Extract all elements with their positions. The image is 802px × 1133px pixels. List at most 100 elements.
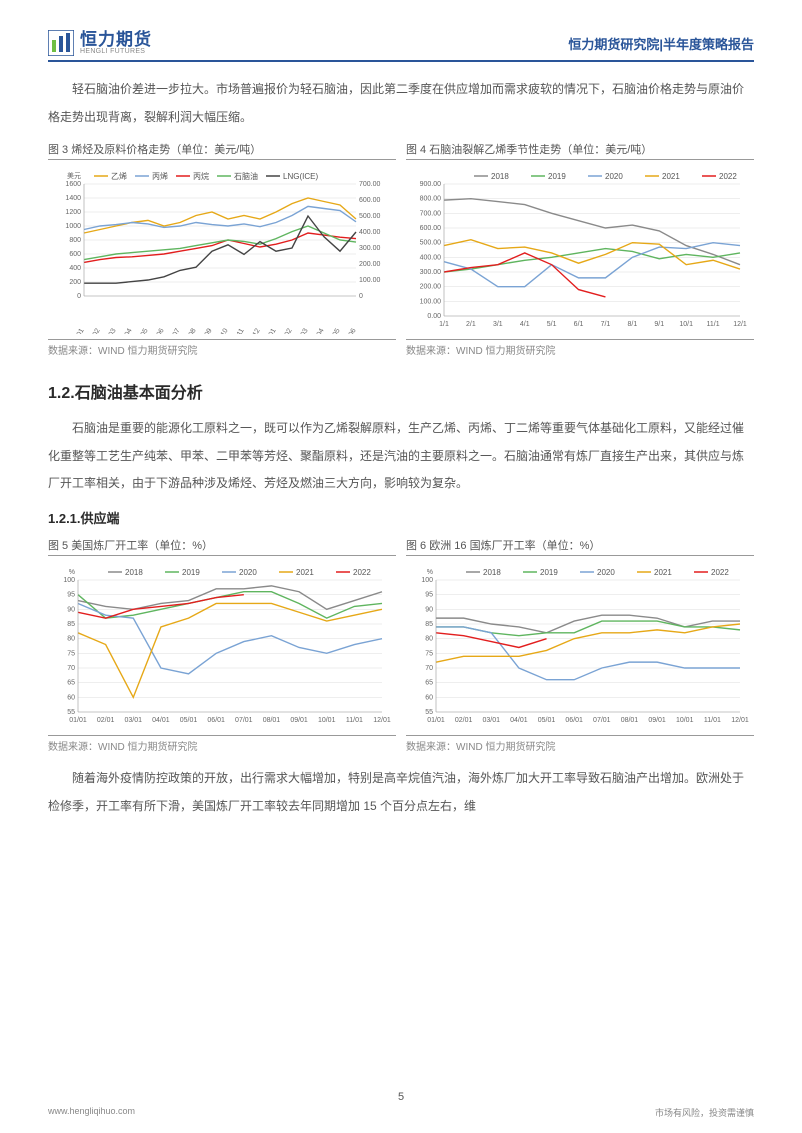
svg-text:55: 55 (67, 709, 75, 716)
svg-text:85: 85 (425, 621, 433, 628)
svg-text:300.00: 300.00 (359, 245, 381, 252)
svg-text:75: 75 (67, 650, 75, 657)
svg-text:700.00: 700.00 (359, 181, 381, 188)
svg-text:75: 75 (425, 650, 433, 657)
svg-text:4/1: 4/1 (520, 321, 530, 328)
svg-text:3/1: 3/1 (493, 321, 503, 328)
fig3-source: 数据来源：WIND 恒力期货研究院 (48, 339, 396, 357)
svg-text:02/01: 02/01 (455, 717, 473, 724)
svg-text:6/1: 6/1 (574, 321, 584, 328)
svg-text:2022: 2022 (353, 568, 371, 577)
fig5-source: 数据来源：WIND 恒力期货研究院 (48, 735, 396, 753)
svg-text:800: 800 (69, 237, 81, 244)
para-1-2-1: 随着海外疫情防控政策的开放，出行需求大幅增加，特别是高辛烷值汽油，海外炼厂加大开… (48, 765, 754, 820)
svg-text:美元: 美元 (67, 171, 81, 180)
svg-text:200.00: 200.00 (359, 261, 381, 268)
svg-text:8/1: 8/1 (627, 321, 637, 328)
svg-text:2018: 2018 (483, 568, 501, 577)
svg-text:2020: 2020 (605, 172, 623, 181)
svg-text:11/01: 11/01 (346, 717, 363, 724)
svg-text:70: 70 (425, 665, 433, 672)
section-1-2-heading: 1.2.石脑油基本面分析 (48, 379, 754, 403)
svg-text:7/1: 7/1 (601, 321, 611, 328)
svg-text:500.00: 500.00 (420, 240, 442, 247)
svg-text:500.00: 500.00 (359, 213, 381, 220)
svg-text:85: 85 (67, 621, 75, 628)
fig3-chart: 02004006008001000120014001600美元0100.0020… (48, 164, 396, 334)
svg-text:200.00: 200.00 (420, 284, 442, 291)
footer-url: www.hengliqihuo.com (48, 1106, 135, 1119)
svg-text:1600: 1600 (65, 181, 81, 188)
svg-text:03/01: 03/01 (483, 717, 501, 724)
svg-text:07/01: 07/01 (235, 717, 253, 724)
svg-text:石脑油: 石脑油 (234, 171, 258, 181)
fig3-title: 图 3 烯烃及原料价格走势（单位：美元/吨） (48, 141, 396, 160)
svg-text:2019: 2019 (540, 568, 558, 577)
svg-text:900.00: 900.00 (420, 181, 442, 188)
svg-text:55: 55 (425, 709, 433, 716)
svg-text:10/1: 10/1 (679, 321, 693, 328)
para-1-2: 石脑油是重要的能源化工原料之一，既可以作为乙烯裂解原料，生产乙烯、丙烯、丁二烯等… (48, 415, 754, 498)
svg-text:600: 600 (69, 251, 81, 258)
svg-text:60: 60 (425, 694, 433, 701)
page-number: 5 (0, 1091, 802, 1103)
svg-text:01/01: 01/01 (427, 717, 445, 724)
fig6-source: 数据来源：WIND 恒力期货研究院 (406, 735, 754, 753)
footer-disclaimer: 市场有风险，投资需谨慎 (655, 1106, 754, 1119)
intro-paragraph: 轻石脑油价差进一步拉大。市场普遍报价为轻石脑油，因此第二季度在供应增加而需求疲软… (48, 76, 754, 131)
svg-text:600.00: 600.00 (420, 225, 442, 232)
svg-text:%: % (69, 569, 75, 576)
svg-text:10/01: 10/01 (676, 717, 694, 724)
svg-text:11/1: 11/1 (707, 321, 720, 328)
svg-text:2019: 2019 (182, 568, 200, 577)
svg-text:90: 90 (67, 606, 75, 613)
svg-text:丙烷: 丙烷 (193, 171, 209, 181)
svg-text:200: 200 (69, 279, 81, 286)
svg-text:1000: 1000 (65, 223, 81, 230)
logo-text-en: HENGLI FUTURES (80, 48, 152, 55)
fig6-title: 图 6 欧洲 16 国炼厂开工率（单位：%） (406, 537, 754, 556)
svg-text:06/01: 06/01 (565, 717, 583, 724)
svg-text:100: 100 (63, 577, 75, 584)
svg-text:1/1: 1/1 (439, 321, 449, 328)
svg-text:2022: 2022 (719, 172, 737, 181)
svg-text:70: 70 (67, 665, 75, 672)
fig6-chart: 556065707580859095100%01/0102/0103/0104/… (406, 560, 754, 730)
svg-text:0: 0 (77, 293, 81, 300)
svg-text:2021: 2021 (662, 172, 680, 181)
svg-text:10/01: 10/01 (318, 717, 336, 724)
svg-text:80: 80 (425, 636, 433, 643)
svg-text:06/01: 06/01 (207, 717, 225, 724)
svg-text:1200: 1200 (65, 209, 81, 216)
svg-text:5/1: 5/1 (547, 321, 557, 328)
svg-text:12/1: 12/1 (733, 321, 747, 328)
svg-text:11/01: 11/01 (704, 717, 721, 724)
fig4-source: 数据来源：WIND 恒力期货研究院 (406, 339, 754, 357)
header-title: 恒力期货研究院|半年度策略报告 (568, 34, 754, 53)
svg-text:0.00: 0.00 (427, 313, 441, 320)
svg-text:95: 95 (67, 592, 75, 599)
svg-text:80: 80 (67, 636, 75, 643)
fig4-title: 图 4 石脑油裂解乙烯季节性走势（单位：美元/吨） (406, 141, 754, 160)
svg-text:09/01: 09/01 (648, 717, 666, 724)
svg-text:9/1: 9/1 (654, 321, 664, 328)
page-footer: www.hengliqihuo.com 市场有风险，投资需谨慎 (48, 1106, 754, 1119)
svg-text:65: 65 (67, 680, 75, 687)
svg-text:04/01: 04/01 (510, 717, 528, 724)
svg-text:100.00: 100.00 (359, 277, 381, 284)
svg-text:08/01: 08/01 (621, 717, 639, 724)
svg-text:1400: 1400 (65, 195, 81, 202)
logo-text-cn: 恒力期货 (80, 31, 152, 48)
svg-text:2018: 2018 (125, 568, 143, 577)
svg-text:700.00: 700.00 (420, 211, 442, 218)
svg-text:400.00: 400.00 (420, 255, 442, 262)
svg-text:%: % (427, 569, 433, 576)
svg-text:2/1: 2/1 (466, 321, 476, 328)
svg-text:03/01: 03/01 (125, 717, 143, 724)
svg-text:100.00: 100.00 (420, 299, 442, 306)
svg-text:2019: 2019 (548, 172, 566, 181)
svg-text:400: 400 (69, 265, 81, 272)
svg-text:07/01: 07/01 (593, 717, 611, 724)
svg-text:2018: 2018 (491, 172, 509, 181)
svg-text:2022: 2022 (711, 568, 729, 577)
